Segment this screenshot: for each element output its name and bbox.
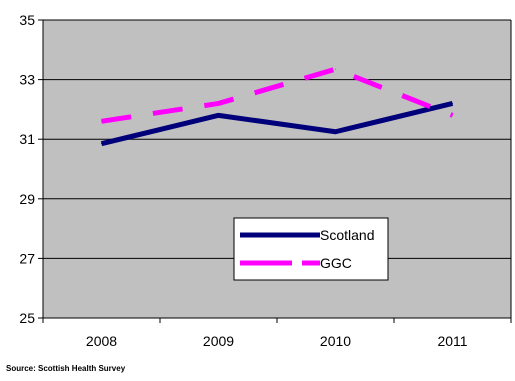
y-tick-label-27: 27 [19,250,35,266]
y-tick-label-35: 35 [19,12,35,28]
y-tick-label-29: 29 [19,191,35,207]
series-lines [100,66,454,147]
y-axis-ticks: 25 27 29 31 33 35 [19,12,43,326]
point-ggc-2011 [452,114,453,116]
y-tick-label-33: 33 [19,72,35,88]
legend: Scotland GGC [233,217,389,281]
y-tick-label-25: 25 [19,310,35,326]
x-tick-label-2011: 2011 [437,333,467,349]
point-scotland-2008 [101,143,102,145]
source-note: Source: Scottish Health Survey [6,364,126,373]
legend-label-ggc: GGC [320,255,352,271]
x-tick-label-2009: 2009 [203,333,234,349]
point-ggc-2010 [335,68,336,70]
x-tick-label-2008: 2008 [86,333,117,349]
x-axis-ticks: 2008 2009 2010 2011 [42,318,512,349]
point-scotland-2011 [452,102,453,104]
legend-box [233,217,389,281]
y-tick-label-31: 31 [19,131,35,147]
legend-label-scotland: Scotland [320,227,374,243]
x-tick-label-2010: 2010 [320,333,351,349]
series-line-scotland [100,101,454,147]
point-scotland-2010 [335,131,336,133]
point-ggc-2008 [101,120,102,122]
point-ggc-2009 [218,102,219,104]
series-line-ggc [101,66,454,124]
point-scotland-2009 [218,114,219,116]
